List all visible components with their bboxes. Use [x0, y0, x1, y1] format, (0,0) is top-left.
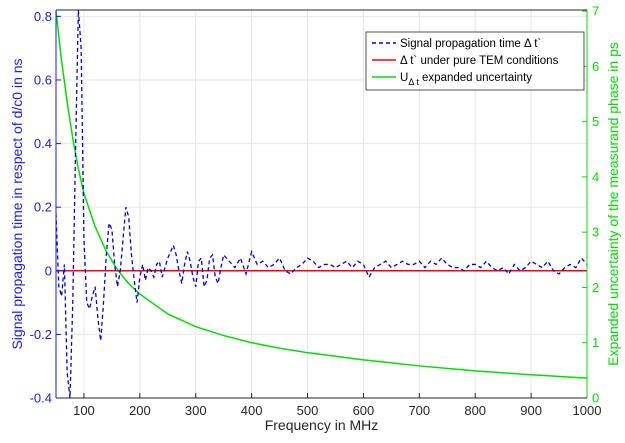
y-left-axis-label: Signal propagation time in respect of d/…: [9, 58, 25, 349]
plot-area: [56, 10, 587, 398]
propagation-time-curve: [56, 10, 587, 398]
x-tick-label: 100: [73, 403, 95, 418]
y-left-tick-label: 0: [45, 263, 52, 278]
legend-box: [365, 31, 585, 91]
legend-u-subscript: Δ t: [408, 77, 419, 87]
y-right-tick-label: 3: [592, 225, 599, 240]
legend-item-uncertainty-label: UΔ t expanded uncertainty: [400, 72, 532, 87]
x-tick-label: 400: [241, 403, 263, 418]
y-left-tick-label: 0.8: [34, 9, 52, 24]
x-axis-label: Frequency in MHz: [265, 417, 379, 433]
y-left-tick-label: 0.4: [34, 136, 52, 151]
legend-u-suffix: expanded uncertainty: [419, 72, 532, 84]
y-right-tick-label: 6: [592, 59, 599, 74]
y-left-tick-label: 0.6: [34, 72, 52, 87]
legend-item-tem-reference-label: Δ t` under pure TEM conditions: [400, 55, 559, 67]
axes: 100 200 300 400 500 600 700 800 900 1000-0.4-0.20…: [9, 4, 621, 433]
x-tick-label: 500: [297, 403, 319, 418]
legend-item-propagation-time-label: Signal propagation time Δ t`: [400, 38, 541, 50]
x-tick-label: 700: [408, 403, 430, 418]
legend-u-label: U: [400, 72, 408, 84]
y-right-tick-label: 7: [592, 4, 599, 19]
y-left-tick-label: 0.2: [34, 200, 52, 215]
y-left-tick-label: -0.4: [30, 391, 52, 406]
x-tick-label: 200: [129, 403, 151, 418]
y-right-tick-label: 2: [592, 280, 599, 295]
x-tick-label: 800: [464, 403, 486, 418]
y-right-tick-label: 4: [592, 169, 599, 184]
legend: Signal propagation time Δ t` Δ t` under p…: [365, 31, 585, 91]
y-left-tick-label: -0.2: [30, 327, 52, 342]
x-tick-label: 1000: [573, 403, 602, 418]
y-right-tick-label: 1: [592, 335, 599, 350]
x-tick-label: 900: [520, 403, 542, 418]
y-right-tick-label: 0: [592, 391, 599, 406]
x-tick-label: 300: [185, 403, 207, 418]
x-tick-label: 600: [353, 403, 375, 418]
y-right-tick-label: 5: [592, 114, 599, 129]
y-right-axis-label: Expanded uncertainty of the measurand ph…: [605, 42, 621, 366]
